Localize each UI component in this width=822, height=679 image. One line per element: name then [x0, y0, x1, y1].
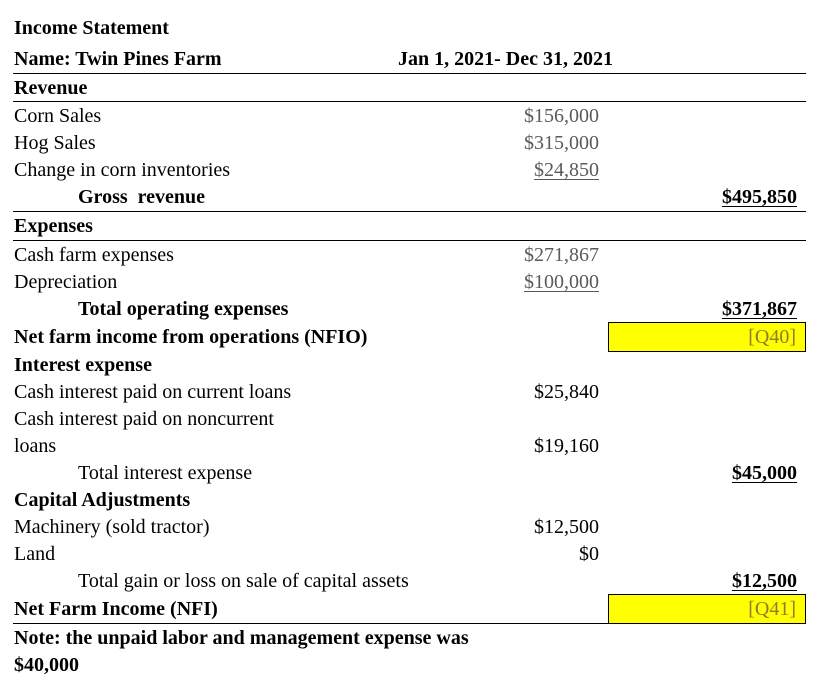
corn-inventory-change-amount: $24,850: [534, 159, 599, 181]
farm-name: Name: Twin Pines Farm: [14, 48, 222, 70]
total-interest-amount: $45,000: [732, 462, 797, 484]
nfi-label: Net Farm Income (NFI): [14, 598, 218, 620]
note-line-1: Note: the unpaid labor and management ex…: [14, 627, 469, 649]
hog-sales-amount: $315,000: [524, 132, 599, 154]
nfi-answer-box[interactable]: [Q41]: [608, 594, 806, 624]
noncurrent-interest-label: Cash interest paid on noncurrent: [14, 408, 274, 430]
revenue-heading: Revenue: [14, 77, 88, 99]
divider: [13, 240, 806, 241]
corn-inventory-change-label: Change in corn inventories: [14, 159, 231, 181]
nfio-label: Net farm income from operations (NFIO): [14, 326, 368, 348]
land-label: Land: [14, 543, 56, 565]
interest-expense-heading: Interest expense: [14, 354, 152, 376]
expenses-heading: Expenses: [14, 215, 93, 237]
cash-farm-expenses-label: Cash farm expenses: [14, 244, 174, 266]
noncurrent-interest-amount: $19,160: [534, 435, 599, 457]
corn-sales-amount: $156,000: [524, 105, 599, 127]
statement-title: Income Statement: [14, 17, 169, 39]
divider: [13, 211, 806, 212]
divider: [13, 623, 806, 624]
total-operating-expenses-label: Total operating expenses: [78, 298, 289, 320]
noncurrent-interest-label-cont: loans: [14, 435, 57, 457]
depreciation-label: Depreciation: [14, 271, 118, 293]
corn-sales-label: Corn Sales: [14, 105, 102, 127]
total-operating-expenses-amount: $371,867: [722, 298, 797, 320]
total-capital-gain-label: Total gain or loss on sale of capital as…: [78, 570, 409, 592]
statement-period: Jan 1, 2021- Dec 31, 2021: [398, 48, 613, 70]
divider: [13, 101, 806, 102]
machinery-amount: $12,500: [534, 516, 599, 538]
capital-adjustments-heading: Capital Adjustments: [14, 489, 191, 511]
machinery-label: Machinery (sold tractor): [14, 516, 210, 538]
note-line-2: $40,000: [14, 654, 79, 676]
total-capital-gain-amount: $12,500: [732, 570, 797, 592]
depreciation-amount: $100,000: [524, 271, 599, 293]
land-amount: $0: [579, 543, 599, 565]
hog-sales-label: Hog Sales: [14, 132, 96, 154]
gross-revenue-label: Gross revenue: [78, 186, 206, 208]
gross-revenue-amount: $495,850: [722, 186, 797, 208]
total-interest-label: Total interest expense: [78, 462, 253, 484]
divider: [13, 73, 806, 74]
nfio-answer-box[interactable]: [Q40]: [608, 322, 806, 352]
nfio-answer-placeholder: [Q40]: [748, 326, 796, 348]
nfi-answer-placeholder: [Q41]: [748, 598, 796, 620]
current-interest-label: Cash interest paid on current loans: [14, 381, 292, 403]
cash-farm-expenses-amount: $271,867: [524, 244, 599, 266]
current-interest-amount: $25,840: [534, 381, 599, 403]
